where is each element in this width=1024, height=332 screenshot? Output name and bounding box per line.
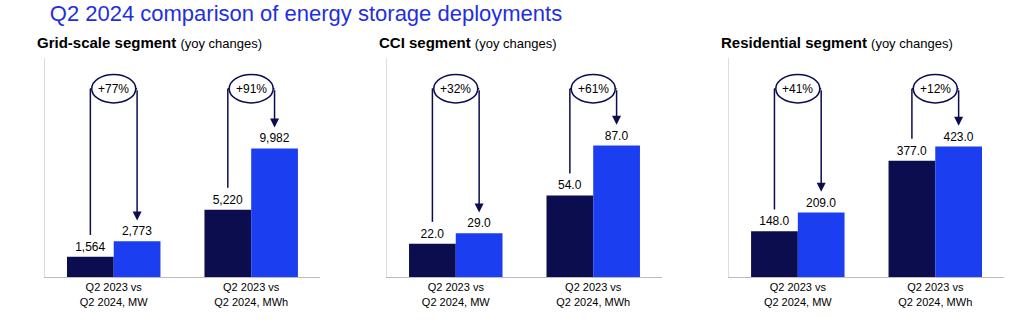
svg-text:+41%: +41% <box>782 82 813 96</box>
svg-text:CCI segment (yoy changes): CCI segment (yoy changes) <box>379 34 557 51</box>
svg-text:+12%: +12% <box>920 82 951 96</box>
svg-text:148.0: 148.0 <box>759 214 789 228</box>
svg-text:2,773: 2,773 <box>122 224 152 238</box>
svg-text:423.0: 423.0 <box>943 130 973 144</box>
svg-text:Q2 2023 vsQ2 2024, MW: Q2 2023 vsQ2 2024, MW <box>80 281 148 307</box>
svg-text:22.0: 22.0 <box>421 227 445 241</box>
svg-text:377.0: 377.0 <box>897 144 927 158</box>
svg-text:209.0: 209.0 <box>806 196 836 210</box>
svg-text:9,982: 9,982 <box>259 131 289 145</box>
svg-text:+32%: +32% <box>440 82 471 96</box>
svg-text:+91%: +91% <box>236 82 267 96</box>
svg-text:Q2 2023 vsQ2 2024, MW: Q2 2023 vsQ2 2024, MW <box>764 281 832 307</box>
svg-text:29.0: 29.0 <box>467 216 491 230</box>
svg-text:Q2 2023 vsQ2 2024, MWh: Q2 2023 vsQ2 2024, MWh <box>898 281 972 307</box>
svg-text:5,220: 5,220 <box>213 193 243 207</box>
svg-text:Q2 2023 vsQ2 2024, MWh: Q2 2023 vsQ2 2024, MWh <box>556 281 630 307</box>
svg-text:+61%: +61% <box>578 82 609 96</box>
svg-text:Q2 2023 vsQ2 2024, MWh: Q2 2023 vsQ2 2024, MWh <box>214 281 288 307</box>
svg-text:Grid-scale segment (yoy change: Grid-scale segment (yoy changes) <box>37 34 262 51</box>
svg-text:+77%: +77% <box>98 82 129 96</box>
svg-text:54.0: 54.0 <box>558 178 582 192</box>
svg-text:Residential segment (yoy chang: Residential segment (yoy changes) <box>721 34 953 51</box>
svg-text:Q2 2023 vsQ2 2024, MW: Q2 2023 vsQ2 2024, MW <box>422 281 490 307</box>
svg-text:87.0: 87.0 <box>605 129 629 143</box>
svg-text:Q2 2024 comparison of energy s: Q2 2024 comparison of energy storage dep… <box>50 1 562 26</box>
svg-text:1,564: 1,564 <box>75 240 105 254</box>
